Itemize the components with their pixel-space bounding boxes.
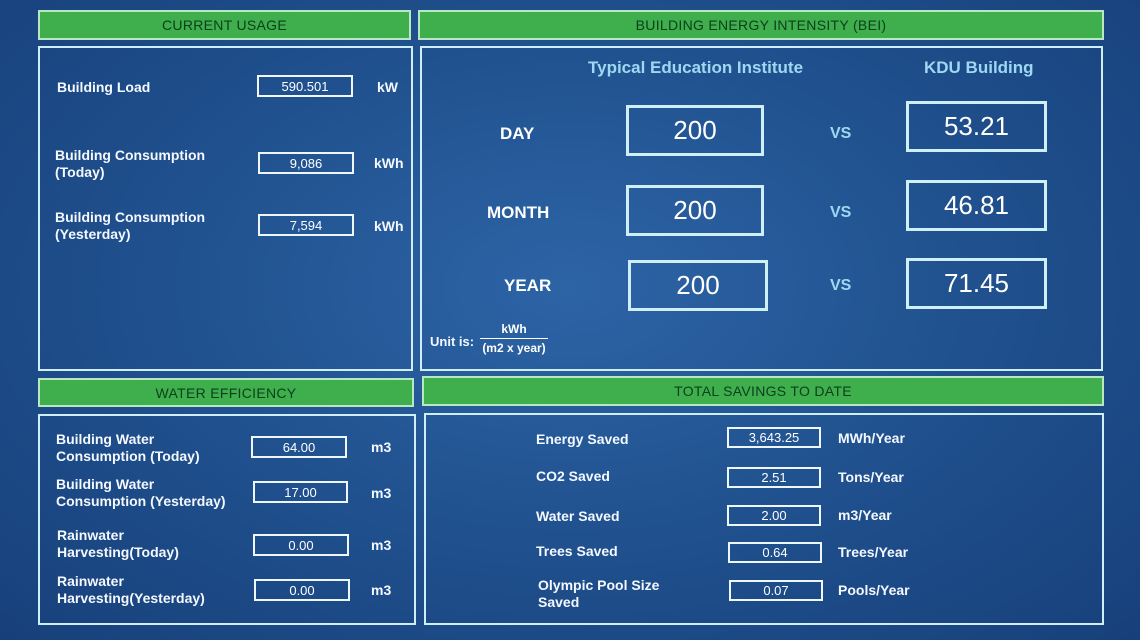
- water-yesterday-label-line1: Building Water: [56, 476, 155, 492]
- rainwater-yesterday-label-line1: Rainwater: [57, 573, 124, 589]
- rainwater-today-label-line1: Rainwater: [57, 527, 124, 543]
- consumption-today-unit: kWh: [374, 155, 404, 171]
- total-savings-panel: [424, 413, 1104, 625]
- rainwater-yesterday-label-line2: Harvesting(Yesterday): [57, 590, 205, 606]
- water-yesterday-unit: m3: [371, 485, 392, 501]
- pool-saved-value: 0.07: [729, 580, 823, 601]
- current-usage-header: CURRENT USAGE: [38, 10, 411, 40]
- bei-year-typical: 200: [628, 260, 768, 311]
- water-efficiency-header: WATER EFFICIENCY: [38, 378, 414, 407]
- consumption-yesterday-label-line2: (Yesterday): [55, 226, 131, 242]
- co2-saved-label: CO2 Saved: [536, 468, 610, 484]
- bei-month-kdu: 46.81: [906, 180, 1047, 231]
- bei-title: BUILDING ENERGY INTENSITY (BEI): [635, 17, 887, 33]
- building-load-label: Building Load: [57, 79, 151, 95]
- pool-saved-label-line2: Saved: [538, 594, 580, 610]
- consumption-today-label-line2: (Today): [55, 164, 105, 180]
- water-saved-unit: m3/Year: [838, 507, 892, 523]
- trees-saved-value: 0.64: [728, 542, 822, 563]
- consumption-yesterday-value: 7,594: [258, 214, 354, 236]
- trees-saved-unit: Trees/Year: [838, 544, 909, 560]
- pool-saved-unit: Pools/Year: [838, 582, 910, 598]
- pool-saved-label-line1: Olympic Pool Size: [538, 577, 660, 593]
- rainwater-yesterday-label: Rainwater Harvesting(Yesterday): [57, 573, 205, 607]
- bei-panel: [420, 46, 1103, 371]
- bei-day-vs: VS: [830, 125, 852, 142]
- water-today-label-line2: Consumption (Today): [56, 448, 200, 464]
- bei-col-kdu: KDU Building: [924, 58, 1034, 77]
- bei-row-year-label: YEAR: [504, 276, 552, 295]
- water-efficiency-panel: [38, 414, 416, 625]
- water-saved-label: Water Saved: [536, 508, 620, 524]
- co2-saved-value: 2.51: [727, 467, 821, 488]
- rainwater-today-unit: m3: [371, 537, 392, 553]
- bei-day-typical: 200: [626, 105, 764, 156]
- energy-saved-unit: MWh/Year: [838, 430, 905, 446]
- building-load-unit: kW: [377, 79, 398, 95]
- trees-saved-label: Trees Saved: [536, 543, 618, 559]
- consumption-today-value: 9,086: [258, 152, 354, 174]
- bei-unit-denominator: (m2 x year): [482, 341, 546, 355]
- bei-header: BUILDING ENERGY INTENSITY (BEI): [418, 10, 1104, 40]
- bei-row-day-label: DAY: [500, 124, 535, 143]
- consumption-yesterday-label-line1: Building Consumption: [55, 209, 206, 225]
- rainwater-today-label: Rainwater Harvesting(Today): [57, 527, 179, 561]
- bei-col-typical: Typical Education Institute: [588, 58, 804, 77]
- water-yesterday-label: Building Water Consumption (Yesterday): [56, 476, 226, 510]
- water-today-label-line1: Building Water: [56, 431, 155, 447]
- total-savings-header: TOTAL SAVINGS TO DATE: [422, 376, 1104, 406]
- energy-saved-value: 3,643.25: [727, 427, 821, 448]
- bei-unit-numerator: kWh: [480, 322, 548, 339]
- consumption-yesterday-unit: kWh: [374, 218, 404, 234]
- current-usage-title: CURRENT USAGE: [162, 17, 287, 33]
- bei-month-typical: 200: [626, 185, 764, 236]
- bei-year-vs: VS: [830, 277, 852, 294]
- bei-month-vs: VS: [830, 204, 852, 221]
- rainwater-yesterday-value: 0.00: [254, 579, 350, 601]
- current-usage-panel: [38, 46, 413, 371]
- water-today-label: Building Water Consumption (Today): [56, 431, 200, 465]
- water-yesterday-value: 17.00: [253, 481, 348, 503]
- pool-saved-label: Olympic Pool Size Saved: [538, 577, 659, 611]
- consumption-today-label: Building Consumption (Today): [55, 147, 205, 181]
- water-yesterday-label-line2: Consumption (Yesterday): [56, 493, 226, 509]
- consumption-yesterday-label: Building Consumption (Yesterday): [55, 209, 205, 243]
- water-today-unit: m3: [371, 439, 392, 455]
- co2-saved-unit: Tons/Year: [838, 469, 904, 485]
- energy-saved-label: Energy Saved: [536, 431, 629, 447]
- total-savings-title: TOTAL SAVINGS TO DATE: [674, 383, 852, 399]
- water-efficiency-title: WATER EFFICIENCY: [155, 384, 297, 401]
- bei-year-kdu: 71.45: [906, 258, 1047, 309]
- consumption-today-label-line1: Building Consumption: [55, 147, 206, 163]
- bei-row-month-label: MONTH: [487, 203, 550, 222]
- water-saved-value: 2.00: [727, 505, 821, 526]
- bei-day-kdu: 53.21: [906, 101, 1047, 152]
- rainwater-today-label-line2: Harvesting(Today): [57, 544, 179, 560]
- rainwater-today-value: 0.00: [253, 534, 349, 556]
- bei-unit-fraction: kWh (m2 x year): [480, 322, 548, 355]
- building-load-value: 590.501: [257, 75, 353, 97]
- bei-unit-label: Unit is:: [430, 334, 475, 349]
- water-today-value: 64.00: [251, 436, 347, 458]
- rainwater-yesterday-unit: m3: [371, 582, 392, 598]
